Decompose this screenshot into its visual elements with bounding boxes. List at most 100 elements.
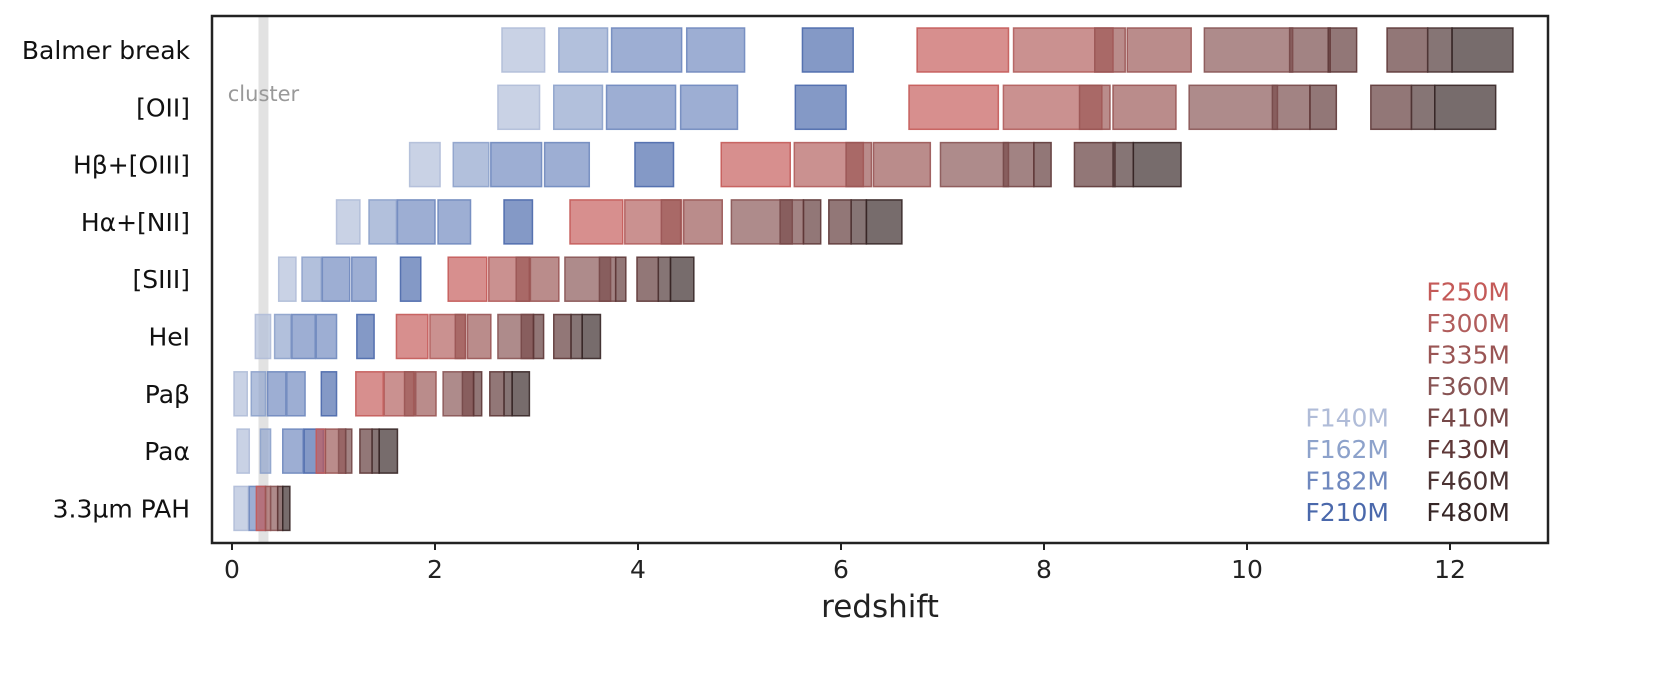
filter-bar bbox=[828, 199, 852, 245]
filter-bar bbox=[794, 84, 847, 131]
cluster-label: cluster bbox=[228, 82, 300, 106]
cluster-band bbox=[258, 17, 269, 542]
filter-bar bbox=[669, 256, 695, 302]
filter-bar bbox=[503, 371, 513, 417]
x-axis-title: redshift bbox=[821, 589, 939, 625]
filter-bar bbox=[657, 256, 672, 302]
x-tick-label: 6 bbox=[833, 555, 849, 584]
x-tick-label: 10 bbox=[1231, 555, 1263, 584]
emission-line-label: HeI bbox=[148, 323, 190, 352]
filter-bar bbox=[233, 485, 249, 532]
filter-bar bbox=[344, 428, 353, 474]
filter-bar bbox=[277, 256, 297, 302]
x-tick-label: 8 bbox=[1036, 555, 1052, 584]
legend-entry: F300M bbox=[1426, 309, 1510, 338]
filter-bar bbox=[802, 199, 822, 245]
filter-bar bbox=[1188, 84, 1279, 131]
filter-bar bbox=[408, 141, 441, 188]
filter-bar bbox=[543, 141, 591, 188]
filter-bar bbox=[254, 313, 272, 360]
filter-bar bbox=[558, 27, 609, 73]
filter-bar bbox=[315, 428, 327, 474]
x-axis-ticks: 0 2 4 6 8 10 12 bbox=[224, 543, 1466, 584]
filter-bar bbox=[801, 27, 854, 73]
filter-bar bbox=[371, 428, 380, 474]
filter-bar bbox=[939, 141, 1010, 188]
emission-line-label: [OII] bbox=[136, 93, 190, 122]
filter-bar bbox=[598, 256, 617, 302]
filter-bar bbox=[570, 313, 583, 360]
filter-bar bbox=[610, 27, 683, 73]
legend-entry: F182M bbox=[1305, 467, 1389, 496]
filter-bar bbox=[1434, 84, 1497, 131]
filter-bar bbox=[264, 485, 272, 532]
filter-bar bbox=[569, 199, 624, 245]
filter-bar bbox=[233, 371, 248, 417]
filter-bar bbox=[497, 84, 541, 131]
legend-entry: F140M bbox=[1305, 404, 1389, 433]
line-row bbox=[254, 313, 602, 360]
emission-line-labels: Balmer break [OII] Hβ+[OIII] Hα+[NII] [SIII]… bbox=[22, 36, 191, 523]
filter-bar bbox=[1370, 84, 1413, 131]
x-tick-label: 4 bbox=[630, 555, 646, 584]
emission-line-label: Hα+[NII] bbox=[81, 208, 190, 237]
filter-bar bbox=[273, 313, 292, 360]
filter-bar bbox=[1002, 141, 1035, 188]
filter-bar bbox=[682, 199, 723, 245]
filter-bar bbox=[501, 27, 546, 73]
filter-bar bbox=[845, 141, 873, 188]
filter-bar bbox=[236, 428, 251, 474]
plot-frame bbox=[210, 14, 1550, 545]
filter-bar bbox=[1410, 84, 1436, 131]
filter-bar bbox=[437, 199, 472, 245]
filter-bar bbox=[359, 428, 373, 474]
filter-bar bbox=[269, 485, 279, 532]
filter-bar bbox=[1327, 27, 1358, 73]
filter-bar bbox=[321, 256, 351, 302]
filter-bar bbox=[461, 371, 475, 417]
filter-bar bbox=[685, 27, 746, 73]
legend-entry: F162M bbox=[1305, 435, 1389, 464]
filter-bar bbox=[1386, 27, 1429, 73]
filter-bar bbox=[337, 428, 347, 474]
filter-bar bbox=[520, 313, 535, 360]
filter-bar bbox=[490, 141, 543, 188]
filter-bar bbox=[368, 199, 398, 245]
filter-bar bbox=[1073, 141, 1116, 188]
filter-bar bbox=[320, 371, 338, 417]
legend-entry: F460M bbox=[1426, 467, 1510, 496]
emission-line-label: Balmer break bbox=[22, 36, 191, 65]
filter-bar bbox=[1309, 84, 1338, 131]
legend-entry: F210M bbox=[1305, 498, 1389, 527]
filter-bar bbox=[250, 371, 267, 417]
line-row bbox=[233, 371, 531, 417]
filter-bar bbox=[396, 199, 436, 245]
filter-bar bbox=[503, 199, 534, 245]
filter-bar bbox=[636, 256, 660, 302]
filter-bar bbox=[865, 199, 903, 245]
filter-bar bbox=[634, 141, 675, 188]
line-row bbox=[408, 141, 1182, 188]
filter-bar bbox=[581, 313, 602, 360]
filter-bar bbox=[908, 84, 1000, 131]
filter-bar bbox=[1132, 141, 1182, 188]
filter-bar bbox=[452, 141, 490, 188]
filter-bar bbox=[850, 199, 868, 245]
filter-bar bbox=[266, 371, 287, 417]
filter-bar bbox=[255, 485, 267, 532]
filter-bar bbox=[1094, 27, 1126, 73]
filter-bar bbox=[529, 256, 560, 302]
filter-bar bbox=[720, 141, 791, 188]
filter-bar bbox=[301, 256, 323, 302]
filter-bar bbox=[282, 485, 291, 532]
filter-bar bbox=[291, 313, 316, 360]
filter-bar bbox=[1126, 27, 1192, 73]
filter-bar bbox=[614, 256, 627, 302]
filter-bar bbox=[335, 199, 361, 245]
line-row bbox=[501, 27, 1514, 73]
filter-bar bbox=[916, 27, 1010, 73]
filter-bar bbox=[1112, 141, 1135, 188]
filter-bar bbox=[282, 428, 304, 474]
filter-bar bbox=[605, 84, 677, 131]
